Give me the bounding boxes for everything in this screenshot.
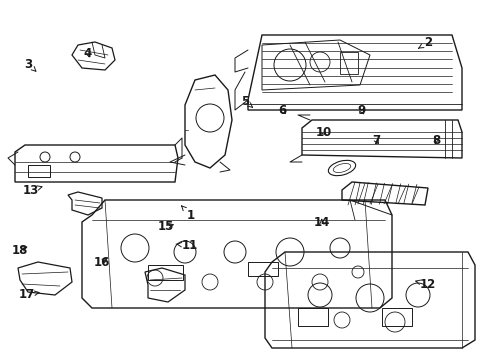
Text: 15: 15 xyxy=(158,220,174,233)
Bar xyxy=(148,265,183,280)
Bar xyxy=(247,262,278,276)
Text: 7: 7 xyxy=(372,134,380,147)
Text: 8: 8 xyxy=(431,134,439,147)
Text: 16: 16 xyxy=(93,256,110,269)
Text: 1: 1 xyxy=(181,206,194,222)
Text: 11: 11 xyxy=(176,239,198,252)
Text: 9: 9 xyxy=(357,104,365,117)
Text: 17: 17 xyxy=(19,288,39,301)
Text: 3: 3 xyxy=(24,58,36,71)
Text: 2: 2 xyxy=(418,36,431,49)
Text: 12: 12 xyxy=(415,278,435,291)
Bar xyxy=(28,165,50,177)
Text: 13: 13 xyxy=(22,184,42,197)
Bar xyxy=(297,308,327,326)
Text: 18: 18 xyxy=(11,244,28,257)
Text: 5: 5 xyxy=(241,95,252,108)
Text: 10: 10 xyxy=(315,126,331,139)
Text: 6: 6 xyxy=(278,104,286,117)
Bar xyxy=(381,308,411,326)
Text: 14: 14 xyxy=(313,216,329,229)
Bar xyxy=(339,52,357,74)
Text: 4: 4 xyxy=(84,47,92,60)
